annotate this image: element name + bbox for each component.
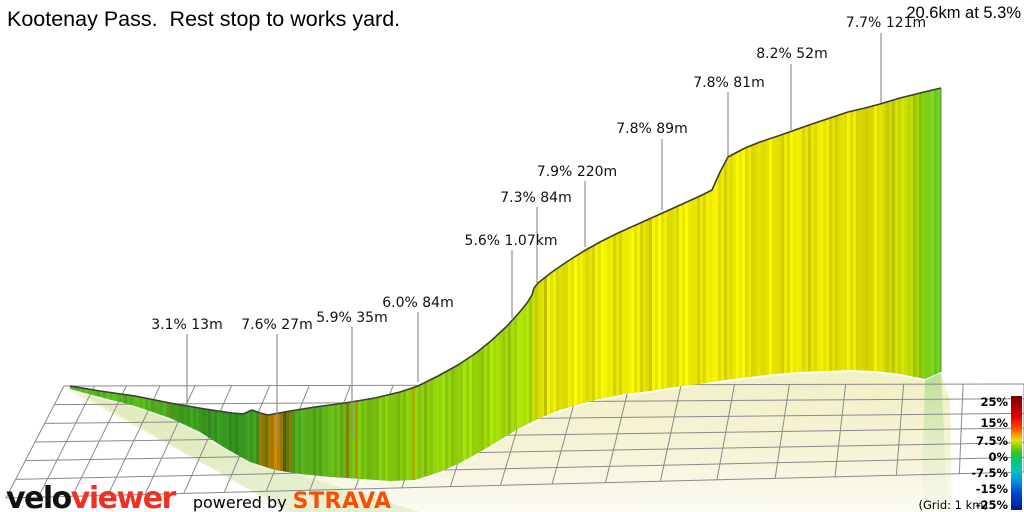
annotation-leader-lines [186,33,882,445]
segment-annotation: 5.9% 35m [316,310,387,326]
profile-ribbon [69,87,942,481]
chart-title: Kootenay Pass. Rest stop to works yard. [7,7,401,31]
segment-annotation: 7.6% 27m [241,317,312,333]
grid-spacing-note: (Grid: 1 km) [918,498,988,512]
segment-annotation: 3.1% 13m [151,317,222,333]
branding: veloviewer powered by STRAVA [6,481,392,512]
veloviewer-logo-red: viewer [70,481,177,512]
segment-annotation: 7.8% 89m [616,121,687,137]
climb-summary: 20.6km at 5.3% [906,4,1021,22]
segment-annotation: 8.2% 52m [756,46,827,62]
segment-annotation: 7.3% 84m [500,190,571,206]
segment-annotation: 6.0% 84m [382,295,453,311]
segment-annotation: 7.8% 81m [693,75,764,91]
strava-logo: STRAVA [292,489,392,512]
veloviewer-logo-black: velo [6,481,72,512]
segment-annotation: 7.9% 220m [537,164,617,180]
segment-annotation: 7.7% 121m [846,15,926,31]
powered-by-text: powered by [192,493,287,512]
segment-annotation: 5.6% 1.07km [465,233,558,249]
gradient-color-scale [1011,396,1022,510]
